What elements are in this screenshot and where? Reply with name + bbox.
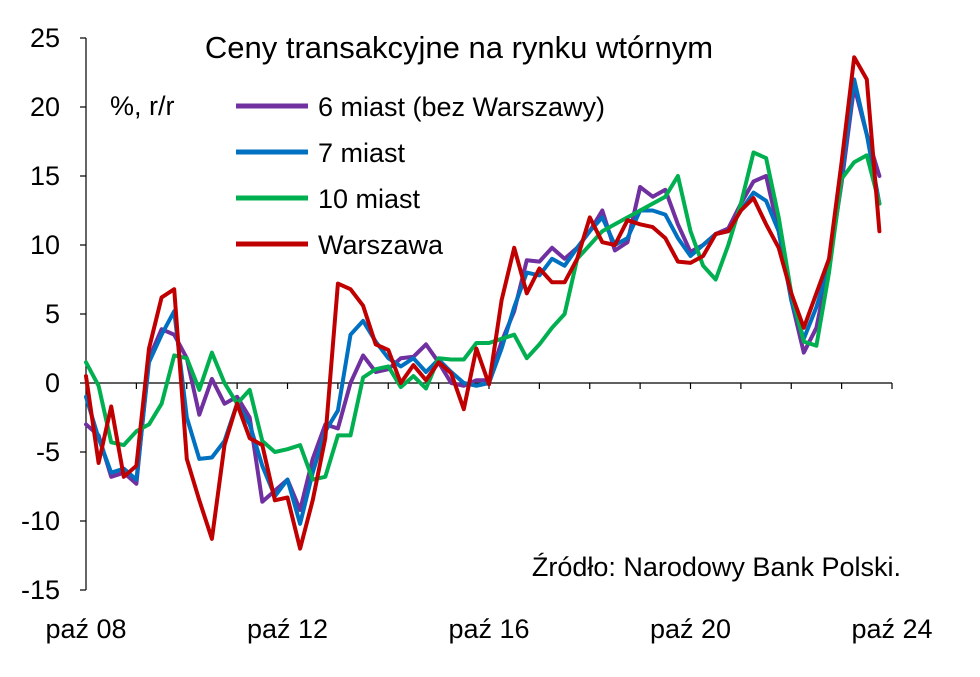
legend-label: 6 miast (bez Warszawy): [318, 92, 605, 122]
series-lines: [84, 55, 882, 551]
series-line-7-miast: [84, 77, 882, 526]
y-tick-label: -5: [36, 437, 60, 467]
y-tick-label: 20: [30, 92, 60, 122]
chart-title: Ceny transakcyjne na rynku wtórnym: [205, 30, 713, 65]
y-tick-label: 10: [30, 230, 60, 260]
series-line-6-miast-bez-warszawy: [84, 84, 882, 512]
x-tick-label: paź 12: [247, 614, 328, 644]
x-tick-label: paź 16: [448, 614, 529, 644]
y-axis: -15 -10 -5 0 5 10 15 20 25: [21, 23, 87, 605]
series-line-10-miast: [84, 150, 882, 482]
y-tick-label: -15: [21, 575, 60, 605]
y-tick-label: 25: [30, 23, 60, 53]
unit-label: %, r/r: [110, 91, 175, 121]
x-tick-label: paź 24: [851, 614, 932, 644]
y-tick-label: -10: [21, 506, 60, 536]
legend-label: Warszawa: [318, 230, 444, 260]
legend-label: 10 miast: [318, 184, 421, 214]
legend-label: 7 miast: [318, 138, 406, 168]
x-tick-label: paź 08: [45, 614, 126, 644]
x-tick-label: paź 20: [650, 614, 731, 644]
y-tick-label: 5: [45, 299, 60, 329]
y-tick-label: 15: [30, 161, 60, 191]
x-axis: paź 08 paź 12 paź 16 paź 20 paź 24: [45, 382, 933, 644]
source-note: Źródło: Narodowy Bank Polski.: [532, 552, 901, 582]
y-tick-label: 0: [45, 368, 60, 398]
legend: 6 miast (bez Warszawy) 7 miast 10 miast War…: [236, 92, 605, 260]
series-line-warszawa: [84, 55, 882, 551]
